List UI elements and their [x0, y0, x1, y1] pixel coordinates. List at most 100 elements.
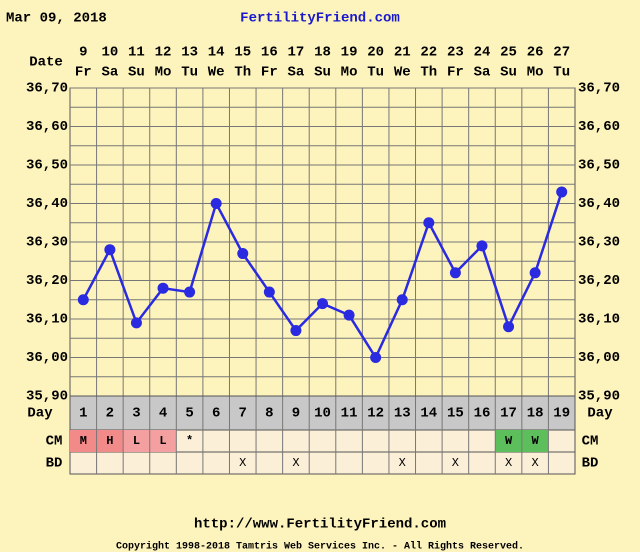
- y-tick-label: 36,10: [26, 312, 68, 328]
- temperature-point: [529, 267, 541, 279]
- date-label: 22: [420, 45, 437, 61]
- date-label: 12: [155, 45, 172, 61]
- day-label: 7: [239, 406, 247, 422]
- bd-label: X: [239, 456, 246, 470]
- cm-cell: [149, 430, 177, 452]
- temperature-point: [449, 267, 461, 279]
- temperature-point: [210, 198, 222, 209]
- cm-label: W: [505, 434, 513, 448]
- date-label: 24: [474, 45, 491, 61]
- date-label: 13: [181, 45, 198, 61]
- row-label: Date: [29, 55, 63, 71]
- date-label: 23: [447, 45, 464, 61]
- y2-tick-label: 36,70: [578, 81, 620, 97]
- row-label: Day: [27, 406, 53, 422]
- copyright: Copyright 1998-2018 Tamtris Web Services…: [116, 541, 524, 552]
- temperature-point: [184, 286, 196, 298]
- temperature-point: [476, 240, 488, 252]
- temperature-point: [423, 217, 435, 229]
- y2-tick-label: 35,90: [578, 389, 620, 405]
- temperature-point: [290, 325, 302, 337]
- cm-cell: [70, 430, 97, 452]
- date-label: 27: [553, 45, 570, 61]
- weekday-label: Th: [420, 65, 437, 81]
- weekday-label: Sa: [474, 65, 491, 81]
- temperature-point: [317, 298, 328, 310]
- weekday-label: Tu: [181, 65, 198, 81]
- day-label: 4: [159, 406, 167, 422]
- y-tick-label: 36,40: [26, 196, 68, 212]
- bd-label: X: [532, 456, 539, 470]
- footer-url: http://www.FertilityFriend.com: [194, 517, 446, 533]
- cm-label: L: [159, 434, 166, 448]
- weekday-label: Fr: [261, 65, 278, 81]
- day-label: 18: [527, 406, 544, 422]
- weekday-label: Sa: [101, 65, 118, 81]
- day-label: 6: [212, 406, 220, 422]
- day-label: 3: [132, 406, 140, 422]
- chart-title: FertilityFriend.com: [240, 11, 400, 27]
- temperature-point: [370, 352, 382, 363]
- date-label: 9: [79, 45, 87, 61]
- bd-row: [69, 451, 576, 475]
- weekday-label: Su: [314, 65, 331, 81]
- date-label: 20: [367, 45, 384, 61]
- row-label: CM: [46, 434, 63, 450]
- day-label: 8: [265, 406, 273, 422]
- cm-label: H: [106, 434, 113, 448]
- y-tick-label: 36,00: [26, 350, 68, 366]
- bd-label: X: [292, 456, 299, 470]
- date-label: 17: [288, 45, 305, 61]
- cm-cell: [96, 430, 124, 452]
- y2-tick-label: 36,20: [578, 273, 620, 289]
- temperature-point: [503, 321, 515, 333]
- bd-label: X: [452, 456, 459, 470]
- date-label: 16: [261, 45, 278, 61]
- cm-cell: [495, 430, 522, 452]
- temperature-point: [157, 282, 169, 294]
- weekday-label: Th: [234, 65, 251, 81]
- day-label: 19: [553, 406, 570, 422]
- temperature-point: [263, 286, 275, 298]
- day-label: 1: [79, 406, 87, 422]
- weekday-label: We: [394, 65, 411, 81]
- row-label: BD: [46, 456, 63, 472]
- y2-tick-label: 36,50: [578, 158, 620, 174]
- weekday-label: Fr: [447, 65, 464, 81]
- y-tick-label: 35,90: [26, 389, 68, 405]
- y-tick-label: 36,30: [26, 235, 68, 251]
- weekday-label: Tu: [367, 65, 384, 81]
- temperature-point: [104, 244, 116, 256]
- y2-tick-label: 36,00: [578, 350, 620, 366]
- y2-tick-label: 36,30: [578, 235, 620, 251]
- y2-tick-label: 36,40: [578, 196, 620, 212]
- day-label: 14: [420, 406, 437, 422]
- day-label: 13: [394, 406, 411, 422]
- date-label: 25: [500, 45, 517, 61]
- y2-tick-label: 36,60: [578, 119, 620, 135]
- weekday-label: Sa: [288, 65, 305, 81]
- weekday-label: Tu: [553, 65, 570, 81]
- day-label: 15: [447, 406, 464, 422]
- bd-label: X: [399, 456, 406, 470]
- temperature-point: [396, 294, 408, 306]
- weekday-label: Mo: [341, 65, 358, 81]
- date-label: 18: [314, 45, 331, 61]
- temperature-point: [556, 186, 568, 198]
- day-label: 9: [292, 406, 300, 422]
- y-tick-label: 36,50: [26, 158, 68, 174]
- date-label: 15: [234, 45, 251, 61]
- row-label: Day: [587, 406, 613, 422]
- weekday-label: We: [208, 65, 225, 81]
- date-label: 19: [341, 45, 358, 61]
- temperature-point: [77, 294, 89, 306]
- temperature-point: [237, 248, 249, 260]
- y-tick-label: 36,20: [26, 273, 68, 289]
- cm-label: W: [532, 434, 540, 448]
- day-label: 17: [500, 406, 517, 422]
- cm-cell: [521, 430, 549, 452]
- day-label: 5: [185, 406, 193, 422]
- cm-label: M: [80, 434, 87, 448]
- row-label: BD: [582, 456, 599, 472]
